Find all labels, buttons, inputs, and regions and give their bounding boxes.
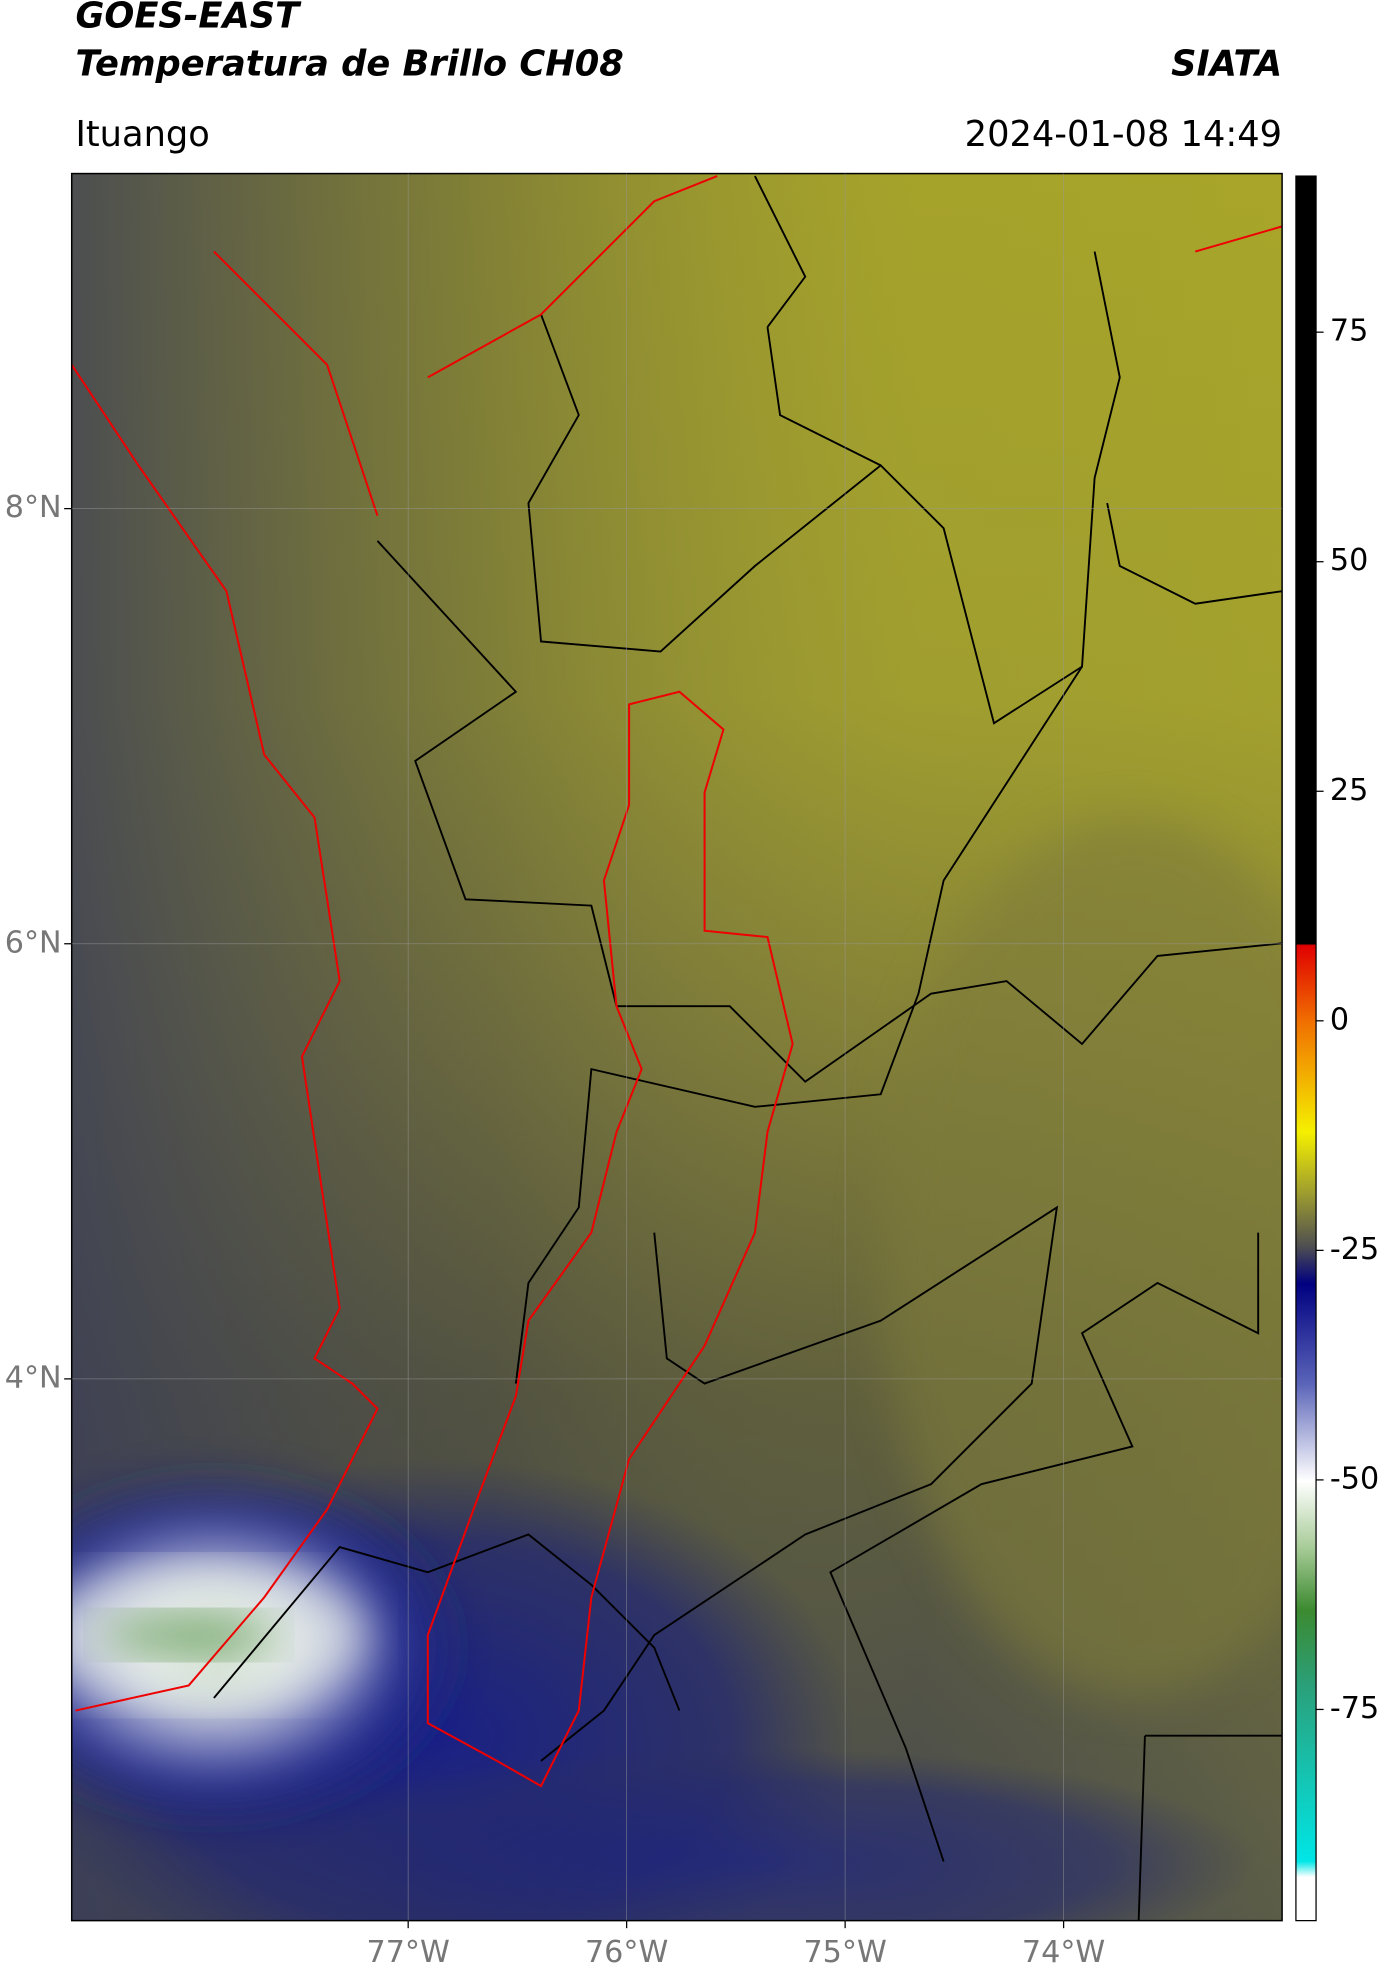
colorbar-tick-label: 75 <box>1330 314 1368 349</box>
y-tick-label: 4°N <box>5 1360 62 1395</box>
colorbar-tick-label: 25 <box>1330 773 1368 808</box>
colorbar <box>1295 175 1317 1922</box>
x-tick-label: 74°W <box>1022 1935 1105 1970</box>
title: GOES-EAST <box>75 0 302 37</box>
y-tick-label: 8°N <box>5 490 62 525</box>
brand: SIATA <box>1171 43 1282 84</box>
subtitle: Temperatura de Brillo CH08 <box>75 43 623 84</box>
colorbar-tick-label: -75 <box>1330 1691 1379 1726</box>
x-tick-label: 75°W <box>803 1935 886 1970</box>
location: Ituango <box>75 114 209 155</box>
colorbar-tick-label: 0 <box>1330 1002 1349 1037</box>
x-tick-label: 77°W <box>366 1935 449 1970</box>
map-frame <box>70 172 1283 1922</box>
colorbar-tick-label: -25 <box>1330 1232 1379 1267</box>
x-tick-label: 76°W <box>585 1935 668 1970</box>
y-tick-label: 6°N <box>5 925 62 960</box>
colorbar-tick-label: 50 <box>1330 543 1368 578</box>
map-image <box>71 173 1283 1921</box>
colorbar-ticks: 75 50 25 0 -25 -50 -75 <box>1316 314 1379 1726</box>
datetime: 2024-01-08 14:49 <box>965 114 1282 155</box>
colorbar-tick-label: -50 <box>1330 1461 1379 1496</box>
map-ticks: 77°W 76°W 75°W 74°W 8°N 6°N 4°N <box>5 173 1283 1970</box>
